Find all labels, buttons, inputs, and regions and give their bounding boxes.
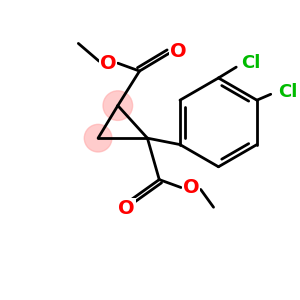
Text: O: O (170, 42, 186, 61)
Circle shape (103, 91, 133, 120)
Text: O: O (100, 54, 116, 73)
Circle shape (84, 124, 112, 152)
Text: O: O (118, 199, 135, 218)
Text: Cl: Cl (278, 83, 297, 101)
Text: O: O (182, 178, 199, 197)
Text: Cl: Cl (241, 54, 261, 72)
